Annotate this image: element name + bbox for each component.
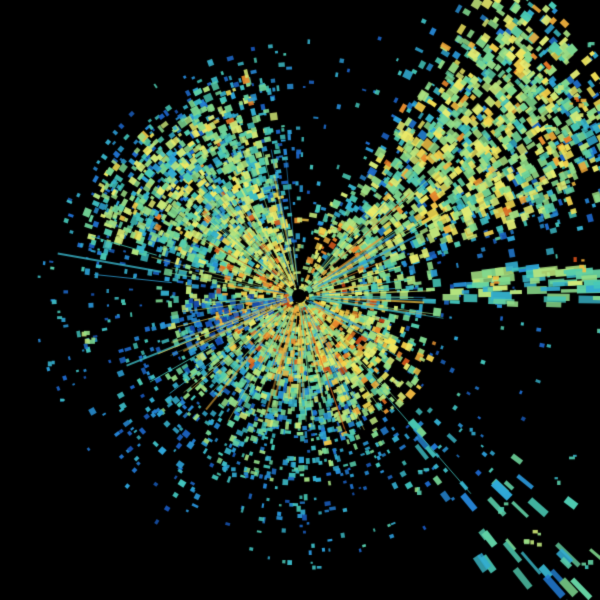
radar-reflectivity-canvas bbox=[0, 0, 600, 600]
radar-ppi-display bbox=[0, 0, 600, 600]
